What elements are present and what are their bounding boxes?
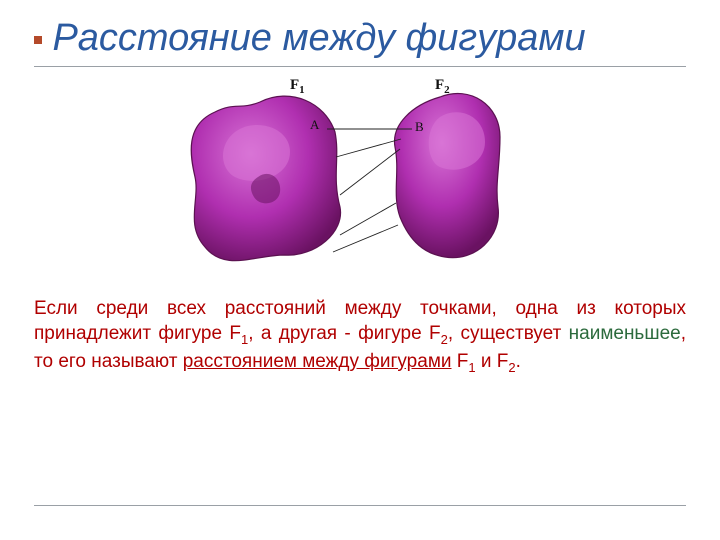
label-f2: F2 [435,77,450,96]
connector-line [340,203,396,235]
connector-line [336,139,401,157]
label-a: A [310,117,319,133]
label-b: B [415,119,424,135]
underlined-term: расстоянием между фигурами [183,351,452,372]
highlight-word: наименьшее [569,323,681,344]
para-run: , существует [448,323,569,344]
para-sub: 2 [441,332,448,347]
figure-diagram: F1 F2 A B [140,77,580,277]
para-sub: 2 [508,360,515,375]
connector-line [333,225,398,252]
bottom-rule [34,505,686,506]
label-f1: F1 [290,77,305,96]
page-title: Расстояние между фигурами [52,17,585,59]
para-sub: 1 [468,360,475,375]
figure-svg [140,77,580,277]
title-bullet [34,36,42,44]
para-run: , а другая - фигуре F [248,323,440,344]
right-blob-highlight [429,112,485,169]
title-rule: Расстояние между фигурами [34,18,686,67]
connector-line [340,149,400,195]
slide: Расстояние между фигурами [0,0,720,540]
definition-paragraph: Если среди всех расстояний между точками… [34,296,686,376]
para-run: и F [476,351,509,372]
para-run: . [516,351,521,372]
para-run: F [452,351,469,372]
